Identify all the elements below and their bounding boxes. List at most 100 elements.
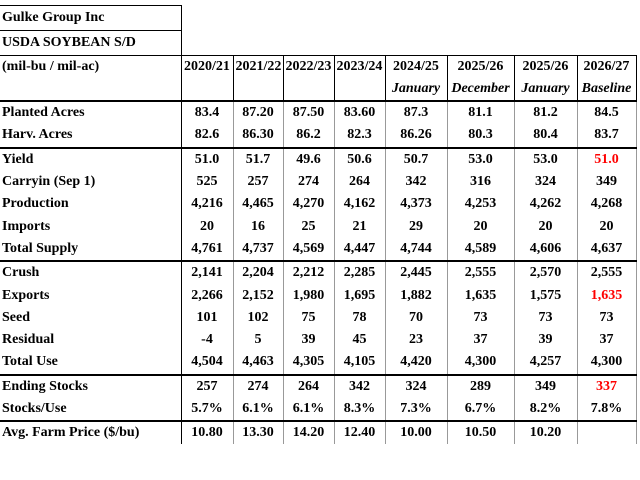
data-row: Stocks/Use 5.7% 6.1% 6.1% 8.3% 7.3% 6.7% 8.2% 7.… — [0, 397, 637, 423]
cell: 78 — [334, 306, 386, 329]
row-label: Avg. Farm Price ($/bu) — [0, 421, 182, 445]
cell: 83.7 — [577, 124, 637, 149]
cell: 73 — [577, 306, 637, 329]
blank — [0, 78, 182, 102]
cell: 1,882 — [385, 284, 448, 307]
cell: 349 — [514, 374, 578, 398]
cell: 4,300 — [577, 351, 637, 376]
cell: 1,575 — [514, 284, 578, 307]
cell: 25 — [283, 215, 335, 238]
cell: 4,262 — [514, 193, 578, 216]
cell: 14.20 — [283, 421, 335, 445]
cell: 264 — [283, 374, 335, 398]
cell: 73 — [514, 306, 578, 329]
cell: 4,606 — [514, 237, 578, 263]
cell: 87.3 — [385, 101, 448, 125]
cell: -4 — [181, 328, 234, 352]
units: (mil-bu / mil-ac) — [0, 55, 182, 78]
row-label: Seed — [0, 306, 182, 329]
cell: 257 — [181, 374, 234, 398]
cell: 80.4 — [514, 124, 578, 149]
subheader — [233, 78, 284, 102]
cell: 75 — [283, 306, 335, 329]
cell: 29 — [385, 215, 448, 238]
data-row: Carryin (Sep 1) 525 257 274 264 342 316 324 349 — [0, 170, 637, 194]
row-label: Exports — [0, 284, 182, 307]
cell: 49.6 — [283, 147, 335, 171]
cell: 6.7% — [447, 397, 515, 423]
cell: 20 — [514, 215, 578, 238]
cell: 53.0 — [514, 147, 578, 171]
cell: 324 — [514, 170, 578, 194]
cell: 4,162 — [334, 193, 386, 216]
cell: 289 — [447, 374, 515, 398]
cell: 2,152 — [233, 284, 284, 307]
subheader — [283, 78, 335, 102]
cell: 8.3% — [334, 397, 386, 423]
cell: 84.5 — [577, 101, 637, 125]
cell: 20 — [577, 215, 637, 238]
cell: 337 — [577, 374, 637, 398]
cell: 80.3 — [447, 124, 515, 149]
year: 2023/24 — [334, 55, 386, 78]
cell: 10.00 — [385, 421, 448, 445]
cell: 4,637 — [577, 237, 637, 263]
cell: 16 — [233, 215, 284, 238]
subheader: January — [385, 78, 448, 102]
cell: 7.3% — [385, 397, 448, 423]
cell: 4,257 — [514, 351, 578, 376]
row-label: Yield — [0, 147, 182, 171]
cell: 2,204 — [233, 261, 284, 285]
year: 2024/25 — [385, 55, 448, 78]
subheader-row: January December January Baseline — [0, 78, 637, 102]
year-row: (mil-bu / mil-ac) 2020/21 2021/22 2022/23 20… — [0, 55, 637, 78]
cell: 342 — [334, 374, 386, 398]
year: 2022/23 — [283, 55, 335, 78]
row-label: Total Supply — [0, 237, 182, 263]
cell: 264 — [334, 170, 386, 194]
cell: 4,761 — [181, 237, 234, 263]
row-label: Crush — [0, 261, 182, 285]
cell: 1,635 — [447, 284, 515, 307]
cell: 83.60 — [334, 101, 386, 125]
cell: 4,300 — [447, 351, 515, 376]
cell: 2,285 — [334, 261, 386, 285]
cell: 6.1% — [233, 397, 284, 423]
page: Gulke Group Inc USDA SOYBEAN S/D (mil-bu… — [0, 5, 640, 480]
cell: 50.6 — [334, 147, 386, 171]
cell: 50.7 — [385, 147, 448, 171]
year: 2020/21 — [181, 55, 234, 78]
data-row: Residual -4 5 39 45 23 37 39 37 — [0, 328, 637, 352]
cell: 4,420 — [385, 351, 448, 376]
cell: 87.50 — [283, 101, 335, 125]
cell: 4,373 — [385, 193, 448, 216]
cell: 12.40 — [334, 421, 386, 445]
cell: 2,266 — [181, 284, 234, 307]
supply-demand-table: Gulke Group Inc USDA SOYBEAN S/D (mil-bu… — [0, 5, 637, 445]
subheader — [181, 78, 234, 102]
data-row: Ending Stocks 257 274 264 342 324 289 349 337 — [0, 374, 637, 398]
subheader: Baseline — [577, 78, 637, 102]
cell: 51.7 — [233, 147, 284, 171]
cell: 274 — [283, 170, 335, 194]
data-row: Seed 101 102 75 78 70 73 73 73 — [0, 306, 637, 329]
data-row: Harv. Acres 82.6 86.30 86.2 82.3 86.26 80.3 80.… — [0, 124, 637, 149]
cell: 21 — [334, 215, 386, 238]
year: 2025/26 — [514, 55, 578, 78]
cell: 4,569 — [283, 237, 335, 263]
table-body: Gulke Group Inc USDA SOYBEAN S/D (mil-bu… — [0, 5, 637, 445]
company-row: Gulke Group Inc — [0, 5, 636, 31]
data-row: Production 4,216 4,465 4,270 4,162 4,373 4,253… — [0, 193, 637, 216]
cell: 86.2 — [283, 124, 335, 149]
cell: 8.2% — [514, 397, 578, 423]
cell: 4,216 — [181, 193, 234, 216]
cell: 4,305 — [283, 351, 335, 376]
row-label: Imports — [0, 215, 182, 238]
cell: 51.0 — [577, 147, 637, 171]
cell: 87.20 — [233, 101, 284, 125]
cell: 1,980 — [283, 284, 335, 307]
data-row: Avg. Farm Price ($/bu) 10.80 13.30 14.20 12.… — [0, 421, 637, 445]
year: 2025/26 — [447, 55, 515, 78]
cell: 2,141 — [181, 261, 234, 285]
cell: 4,253 — [447, 193, 515, 216]
